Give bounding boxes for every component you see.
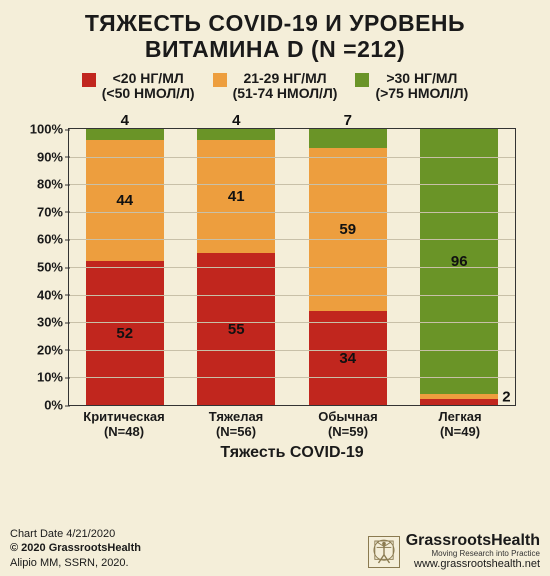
- x-axis-label: Тяжесть COVID-19: [68, 444, 516, 462]
- legend-label: <20 НГ/МЛ(<50 НМОЛ/Л): [102, 71, 195, 102]
- x-tick: Критическая(N=48): [71, 410, 177, 440]
- brand-block: GrassrootsHealth Moving Research into Pr…: [406, 533, 540, 570]
- segment-value: 4: [86, 112, 164, 129]
- legend-item: <20 НГ/МЛ(<50 НМОЛ/Л): [82, 71, 195, 102]
- brand-url: www.grassrootshealth.net: [406, 558, 540, 570]
- legend-item: >30 НГ/МЛ(>75 НМОЛ/Л): [355, 71, 468, 102]
- brand-name: GrassrootsHealth: [406, 533, 540, 549]
- bar-segment: 2: [420, 394, 498, 400]
- bar-segment: 4: [197, 129, 275, 140]
- gridline: [69, 184, 515, 185]
- vitruvian-logo-icon: [368, 536, 400, 568]
- y-tick: 30%: [37, 315, 69, 330]
- gridline: [69, 295, 515, 296]
- bar-segment: 55: [197, 253, 275, 405]
- segment-value: 52: [116, 325, 133, 342]
- y-tick: 100%: [30, 122, 69, 137]
- brand-tagline: Moving Research into Practice: [406, 549, 540, 558]
- plot-area: Процент случаев (%) 524445541434597296 0…: [68, 128, 516, 406]
- footer: Chart Date 4/21/2020 © 2020 GrassrootsHe…: [10, 527, 540, 570]
- bar-segment: 52: [86, 261, 164, 405]
- x-tick: Обычная(N=59): [295, 410, 401, 440]
- bar-segment: 44: [86, 140, 164, 261]
- chart: Процент случаев (%) 524445541434597296 0…: [68, 128, 516, 458]
- bar-segment: 34: [309, 311, 387, 405]
- title-line-2: ВИТАМИНА D (N =212): [10, 36, 540, 62]
- y-tick: 40%: [37, 287, 69, 302]
- y-tick: 0%: [44, 398, 69, 413]
- segment-value: 59: [339, 221, 356, 238]
- bar-segment: 7: [309, 129, 387, 148]
- gridline: [69, 212, 515, 213]
- gridline: [69, 322, 515, 323]
- segment-value: 41: [228, 188, 245, 205]
- gridline: [69, 377, 515, 378]
- bar-segment: 96: [420, 129, 498, 394]
- gridline: [69, 267, 515, 268]
- chart-date: Chart Date 4/21/2020: [10, 527, 141, 541]
- gridline: [69, 239, 515, 240]
- bar-segment: [420, 399, 498, 405]
- x-tick: Легкая(N=49): [407, 410, 513, 440]
- y-tick: 90%: [37, 149, 69, 164]
- legend-label: >30 НГ/МЛ(>75 НМОЛ/Л): [375, 71, 468, 102]
- copyright: © 2020 GrassrootsHealth: [10, 541, 141, 555]
- legend-swatch: [82, 73, 96, 87]
- segment-value: 34: [339, 350, 356, 367]
- y-tick: 20%: [37, 342, 69, 357]
- source: Alipio MM, SSRN, 2020.: [10, 556, 141, 570]
- segment-value: 2: [498, 388, 510, 405]
- gridline: [69, 157, 515, 158]
- gridline: [69, 350, 515, 351]
- title-line-1: ТЯЖЕСТЬ COVID-19 И УРОВЕНЬ: [10, 10, 540, 36]
- y-tick: 70%: [37, 204, 69, 219]
- y-tick: 50%: [37, 260, 69, 275]
- y-tick: 10%: [37, 370, 69, 385]
- legend-label: 21-29 НГ/МЛ(51-74 НМОЛ/Л): [233, 71, 338, 102]
- legend: <20 НГ/МЛ(<50 НМОЛ/Л) 21-29 НГ/МЛ(51-74 Н…: [0, 71, 550, 102]
- footer-left: Chart Date 4/21/2020 © 2020 GrassrootsHe…: [10, 527, 141, 570]
- bar-segment: 4: [86, 129, 164, 140]
- chart-title: ТЯЖЕСТЬ COVID-19 И УРОВЕНЬ ВИТАМИНА D (N…: [0, 0, 550, 67]
- x-ticks: Критическая(N=48)Тяжелая(N=56)Обычная(N=…: [68, 406, 516, 440]
- footer-right: GrassrootsHealth Moving Research into Pr…: [368, 533, 540, 570]
- segment-value: 44: [116, 192, 133, 209]
- y-tick: 60%: [37, 232, 69, 247]
- legend-swatch: [355, 73, 369, 87]
- legend-item: 21-29 НГ/МЛ(51-74 НМОЛ/Л): [213, 71, 338, 102]
- segment-value: 7: [309, 112, 387, 129]
- bar-segment: 59: [309, 148, 387, 311]
- y-tick: 80%: [37, 177, 69, 192]
- legend-swatch: [213, 73, 227, 87]
- x-tick: Тяжелая(N=56): [183, 410, 289, 440]
- segment-value: 4: [197, 112, 275, 129]
